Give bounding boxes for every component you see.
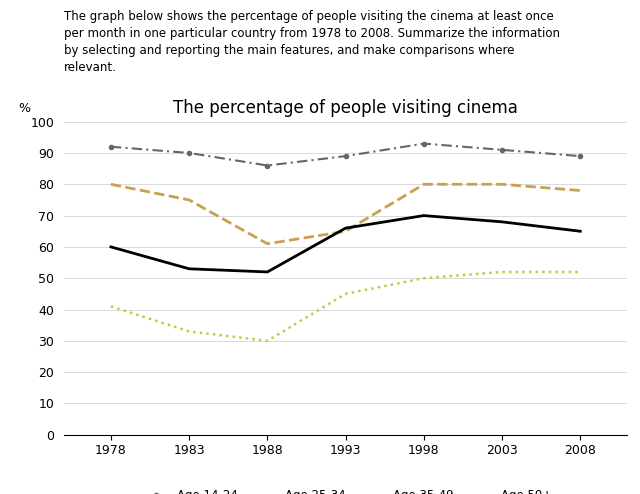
Y-axis label: %: % xyxy=(19,102,31,116)
Legend: Age 14-24, Age 25-34, Age 35-49, Age 50+: Age 14-24, Age 25-34, Age 35-49, Age 50+ xyxy=(134,485,557,494)
Text: The graph below shows the percentage of people visiting the cinema at least once: The graph below shows the percentage of … xyxy=(64,10,560,74)
Title: The percentage of people visiting cinema: The percentage of people visiting cinema xyxy=(173,99,518,118)
